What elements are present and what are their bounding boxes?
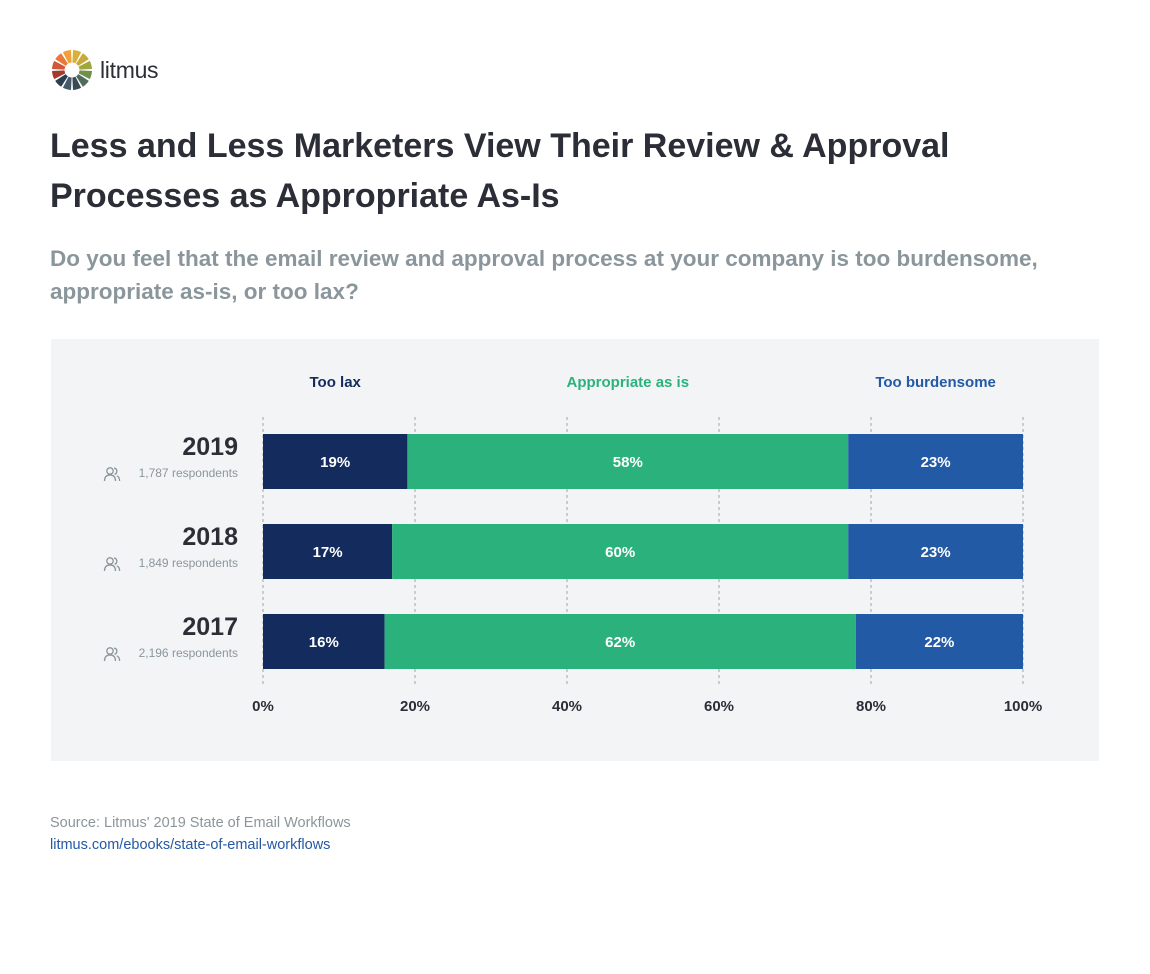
- x-tick-label: 20%: [400, 698, 430, 715]
- bar-segment: [848, 434, 1023, 489]
- bar-segment: [263, 434, 408, 489]
- bar-value-label: 16%: [309, 634, 339, 651]
- bar-segment: [392, 524, 849, 579]
- respondents-label: 2,196 respondents: [139, 646, 238, 660]
- bar-segment: [263, 614, 385, 669]
- people-icon: [103, 647, 121, 662]
- people-icon: [103, 557, 121, 572]
- x-tick-label: 60%: [704, 698, 734, 715]
- logo-segment: [62, 76, 72, 90]
- respondents-label: 1,787 respondents: [139, 466, 238, 480]
- bar-segment: [848, 524, 1023, 579]
- logo-segment: [72, 50, 82, 64]
- source-link[interactable]: litmus.com/ebooks/state-of-email-workflo…: [50, 837, 331, 853]
- page-title: Less and Less Marketers View Their Revie…: [50, 127, 950, 215]
- page-subtitle: Do you feel that the email review and ap…: [50, 246, 1038, 304]
- source-text: Source: Litmus' 2019 State of Email Work…: [50, 815, 351, 831]
- legend-label: Too lax: [309, 374, 361, 391]
- logo-segment: [52, 70, 66, 80]
- bar-value-label: 19%: [320, 454, 350, 471]
- logo-segment: [76, 74, 89, 87]
- x-tick-label: 0%: [252, 698, 274, 715]
- bar-value-label: 58%: [613, 454, 643, 471]
- people-icon: [103, 467, 121, 482]
- legend-label: Too burdensome: [875, 374, 996, 391]
- footer: Source: Litmus' 2019 State of Email Work…: [50, 812, 351, 856]
- logo-segment: [62, 50, 72, 64]
- x-tick-label: 80%: [856, 698, 886, 715]
- legend-label: Appropriate as is: [567, 374, 690, 391]
- logo-segment: [78, 70, 92, 80]
- logo-segment: [78, 60, 92, 70]
- bar-value-label: 62%: [605, 634, 635, 651]
- category-label: 2018: [182, 523, 238, 551]
- brand-name: litmus: [100, 56, 159, 83]
- bar-value-label: 60%: [605, 544, 635, 561]
- bar-segment: [407, 434, 849, 489]
- litmus-wheel-logo-icon: [52, 50, 92, 90]
- bar-value-label: 17%: [313, 544, 343, 561]
- bar-segment: [384, 614, 856, 669]
- bar-value-label: 23%: [921, 544, 951, 561]
- logo-segment: [72, 76, 82, 90]
- bar-value-label: 22%: [924, 634, 954, 651]
- brand-logo: litmus: [51, 49, 159, 91]
- logo-segment: [55, 53, 68, 66]
- bar-value-label: 23%: [921, 454, 951, 471]
- logo-segment: [76, 53, 89, 66]
- stacked-bar-chart: Too lax Appropriate as is Too burdensome 19…: [103, 374, 1042, 715]
- x-tick-label: 100%: [1004, 698, 1042, 715]
- bar-segment: [263, 524, 393, 579]
- chart-panel: Too lax Appropriate as is Too burdensome 19…: [51, 339, 1099, 761]
- bar-segment: [855, 614, 1023, 669]
- category-label: 2019: [182, 433, 238, 461]
- respondents-label: 1,849 respondents: [139, 556, 238, 570]
- category-label: 2017: [182, 613, 238, 641]
- logo-segment: [52, 60, 66, 70]
- logo-segment: [55, 74, 68, 87]
- x-tick-label: 40%: [552, 698, 582, 715]
